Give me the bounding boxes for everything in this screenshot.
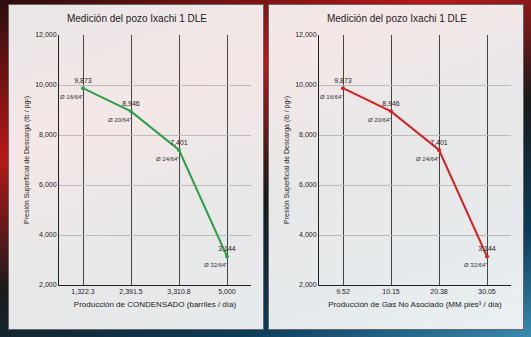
- svg-text:8,000: 8,000: [299, 131, 317, 138]
- svg-text:4,000: 4,000: [39, 231, 57, 238]
- svg-text:7,401: 7,401: [430, 139, 448, 146]
- svg-text:9,873: 9,873: [74, 77, 92, 84]
- svg-text:3,144: 3,144: [218, 245, 236, 252]
- svg-text:12,000: 12,000: [35, 31, 57, 38]
- svg-text:Ø 32/64": Ø 32/64": [204, 262, 227, 268]
- svg-text:Ø 16/64": Ø 16/64": [320, 94, 343, 100]
- svg-text:1,322.3: 1,322.3: [71, 288, 94, 295]
- svg-text:10.15: 10.15: [382, 288, 400, 295]
- svg-text:2,391.5: 2,391.5: [119, 288, 142, 295]
- svg-text:9.52: 9.52: [336, 288, 350, 295]
- svg-text:3,310.8: 3,310.8: [167, 288, 190, 295]
- svg-text:Presión Superficial de Descarg: Presión Superficial de Descarga (lb / pg…: [23, 96, 31, 224]
- svg-text:10,000: 10,000: [295, 81, 317, 88]
- svg-text:6,000: 6,000: [39, 181, 57, 188]
- svg-text:Ø 20/64": Ø 20/64": [108, 117, 131, 123]
- svg-text:5,000: 5,000: [218, 288, 236, 295]
- svg-text:2,000: 2,000: [39, 281, 57, 288]
- svg-text:4,000: 4,000: [299, 231, 317, 238]
- svg-text:Medición del pozo Ixachi 1 DLE: Medición del pozo Ixachi 1 DLE: [327, 13, 467, 24]
- svg-text:Producción de Gas No Asociado: Producción de Gas No Asociado (MM pies³ …: [328, 300, 502, 309]
- svg-text:30.05: 30.05: [478, 288, 496, 295]
- svg-text:20.38: 20.38: [430, 288, 448, 295]
- svg-text:8,000: 8,000: [39, 131, 57, 138]
- svg-text:8,946: 8,946: [382, 100, 400, 107]
- svg-text:Ø 24/64": Ø 24/64": [416, 156, 439, 162]
- svg-text:3,144: 3,144: [478, 245, 496, 252]
- svg-text:8,946: 8,946: [122, 100, 140, 107]
- svg-text:6,000: 6,000: [299, 181, 317, 188]
- svg-text:12,000: 12,000: [295, 31, 317, 38]
- svg-text:Presión Superficial de Descarg: Presión Superficial de Descarga (lb / pg…: [283, 96, 291, 224]
- svg-text:2,000: 2,000: [299, 281, 317, 288]
- svg-text:Ø 24/64": Ø 24/64": [156, 156, 179, 162]
- svg-text:10,000: 10,000: [35, 81, 57, 88]
- svg-text:9,873: 9,873: [334, 77, 352, 84]
- svg-text:Medición del pozo Ixachi 1 DLE: Medición del pozo Ixachi 1 DLE: [67, 13, 207, 24]
- svg-text:Ø 32/64": Ø 32/64": [464, 262, 487, 268]
- svg-text:7,401: 7,401: [170, 139, 188, 146]
- svg-text:Producción de CONDENSADO (barr: Producción de CONDENSADO (barriles / día…: [74, 300, 237, 309]
- svg-text:Ø 20/64": Ø 20/64": [368, 117, 391, 123]
- svg-text:Ø 16/64": Ø 16/64": [60, 94, 83, 100]
